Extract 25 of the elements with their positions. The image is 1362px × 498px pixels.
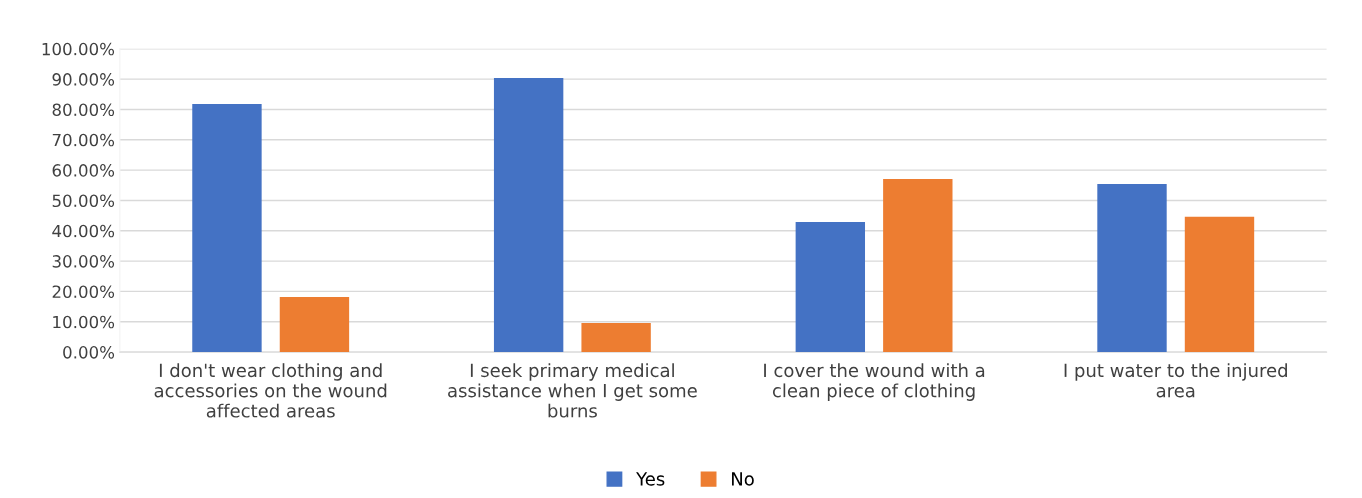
y-tick-label: 30.00%: [52, 255, 115, 268]
bar: [493, 77, 564, 353]
legend-label: No: [732, 472, 754, 486]
y-tick-label: 60.00%: [52, 164, 115, 177]
x-tick-label: I don't wear clothing and accessories on the wound affected areas: [154, 363, 387, 418]
y-tick-label: 50.00%: [52, 194, 115, 208]
bar: [1097, 184, 1167, 353]
bar: [795, 221, 866, 353]
bar: [883, 178, 953, 353]
bar: [581, 322, 651, 353]
y-tick-label: 90.00%: [52, 73, 115, 86]
y-tick-label: 20.00%: [52, 285, 115, 298]
y-tick-label: 40.00%: [52, 224, 115, 238]
legend-label: Yes: [636, 472, 665, 486]
y-tick-label: 80.00%: [52, 103, 115, 117]
bar: [1184, 216, 1255, 353]
x-tick-label: I seek primary medical assistance when I get some burns: [448, 363, 697, 418]
x-tick-label: I cover the wound with a clean piece of clothing: [764, 363, 985, 401]
y-tick-label: 100.00%: [42, 42, 115, 56]
bar: [279, 296, 350, 353]
x-tick-label: I put water to the injured area: [1064, 363, 1287, 398]
bar: [192, 104, 262, 353]
y-tick-label: 0.00%: [63, 346, 115, 359]
y-tick-label: 70.00%: [52, 133, 115, 147]
y-tick-label: 10.00%: [53, 315, 115, 329]
